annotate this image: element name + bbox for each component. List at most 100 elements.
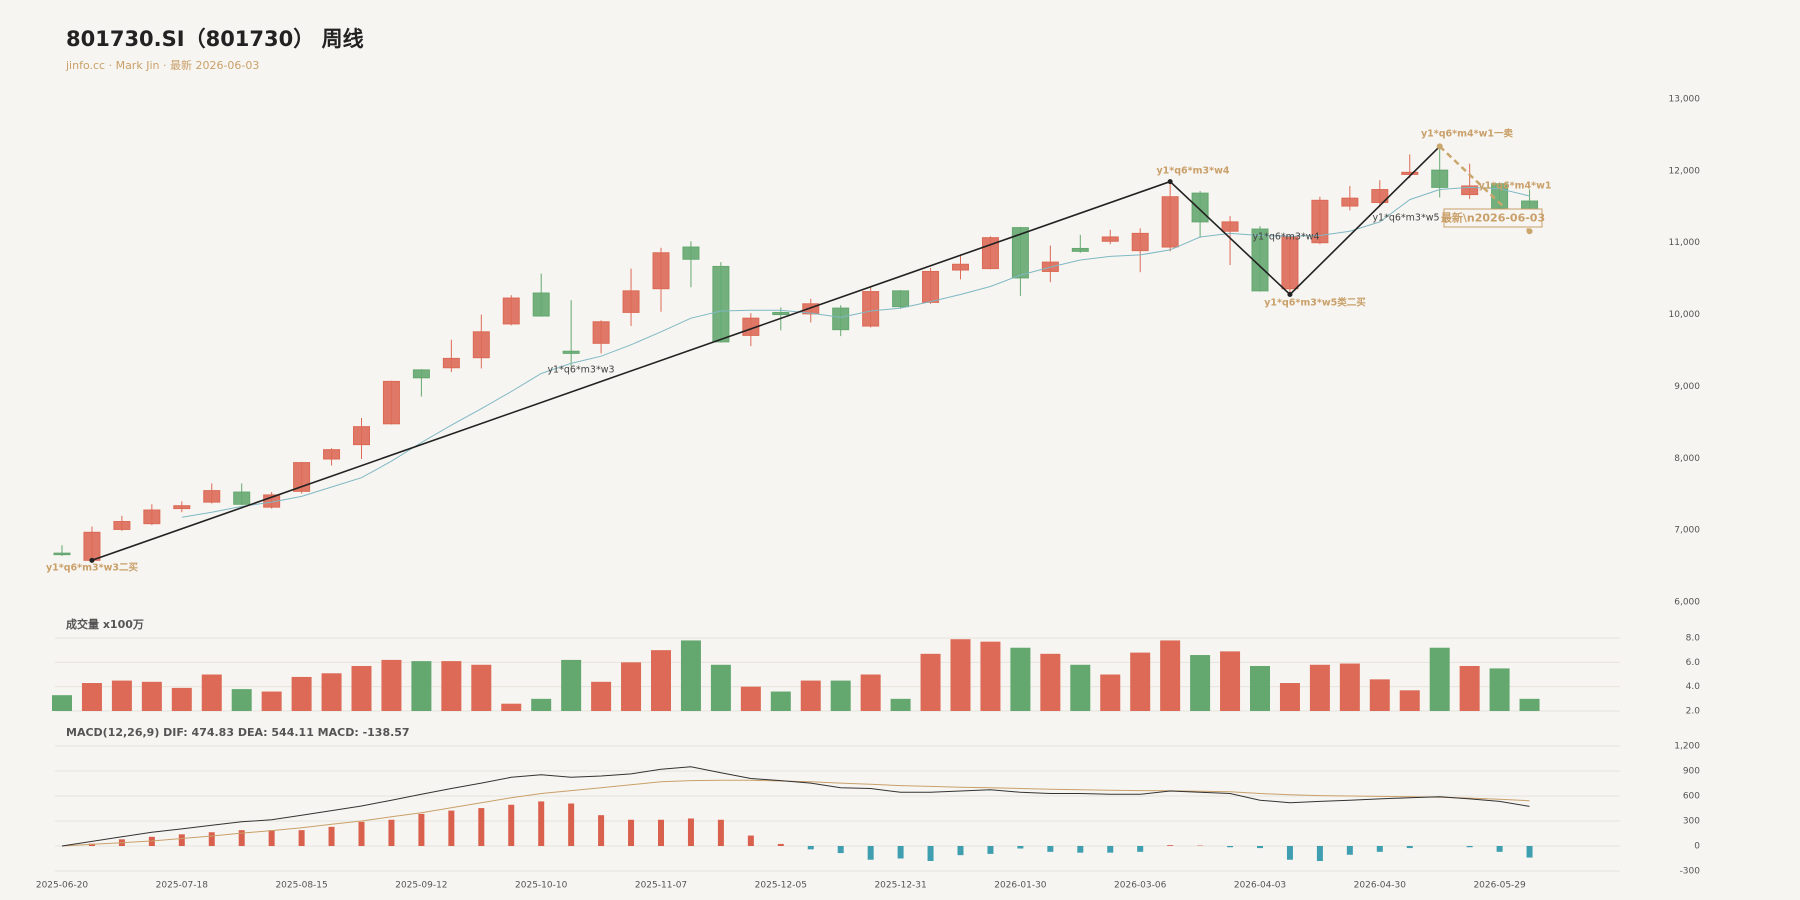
macd-bar bbox=[598, 815, 605, 846]
volume-bar bbox=[621, 662, 642, 711]
macd-bar bbox=[658, 819, 664, 846]
candle-body bbox=[862, 291, 880, 327]
macd-bar bbox=[1017, 846, 1024, 849]
volume-bar bbox=[1040, 653, 1061, 711]
volume-bar bbox=[651, 650, 671, 711]
y-tick-label: 10,000 bbox=[1669, 310, 1701, 320]
candle-body bbox=[832, 307, 850, 331]
macd-bar bbox=[88, 843, 95, 846]
y-tick-label: 300 bbox=[1683, 817, 1700, 827]
candle-body bbox=[143, 509, 161, 525]
candle-body bbox=[1191, 192, 1209, 223]
candle-body bbox=[382, 380, 400, 425]
annotation: y1*q6*m3*w5类二买 bbox=[1264, 297, 1366, 309]
candle-body bbox=[1461, 185, 1479, 196]
y-tick-label: 600 bbox=[1683, 792, 1700, 802]
macd-bar bbox=[388, 819, 395, 846]
volume-bar bbox=[710, 664, 731, 711]
macd-bar bbox=[358, 821, 365, 846]
volume-bar bbox=[1369, 679, 1390, 711]
volume-bar bbox=[351, 665, 372, 711]
candle-body bbox=[712, 265, 730, 343]
volume-bar bbox=[171, 687, 192, 711]
y-tick-label: 900 bbox=[1683, 767, 1700, 777]
macd-title: MACD(12,26,9) DIF: 474.83 DEA: 544.11 MA… bbox=[66, 726, 410, 739]
macd-bar bbox=[1257, 846, 1263, 849]
annotation: y1*q6*m3*w4 bbox=[1252, 232, 1319, 243]
x-tick-label: 2026-04-30 bbox=[1354, 881, 1407, 891]
candle-body bbox=[1251, 228, 1269, 292]
volume-bar bbox=[1130, 652, 1151, 711]
candle-body bbox=[353, 426, 370, 446]
macd-bar bbox=[568, 803, 575, 846]
dif-line bbox=[61, 766, 1530, 847]
candle-body bbox=[1221, 221, 1239, 232]
macd-bar bbox=[448, 810, 455, 846]
macd-bar bbox=[777, 843, 784, 846]
candle-body bbox=[652, 252, 670, 290]
macd-bar bbox=[1526, 846, 1533, 858]
volume-bar bbox=[860, 674, 881, 711]
macd-bar bbox=[867, 846, 874, 860]
y-tick-label: 13,000 bbox=[1669, 95, 1701, 105]
candle-body bbox=[1341, 197, 1359, 207]
y-tick-label: 6,000 bbox=[1674, 598, 1700, 608]
annotation: y1*q6*m3*w3 bbox=[547, 365, 614, 376]
macd-bar bbox=[538, 801, 545, 846]
volume-bar bbox=[1489, 668, 1510, 711]
volume-bar bbox=[1429, 647, 1450, 711]
candle-body bbox=[113, 521, 131, 530]
candle-body bbox=[472, 331, 490, 359]
macd-bar bbox=[298, 830, 305, 846]
macd-bar bbox=[837, 846, 844, 854]
volume-bar bbox=[411, 661, 432, 711]
macd-bar bbox=[897, 846, 904, 859]
macd-bar bbox=[1346, 846, 1353, 855]
candle-body bbox=[323, 449, 341, 460]
macd-bar bbox=[208, 832, 215, 846]
volume-bar bbox=[1190, 655, 1211, 711]
volume-bar bbox=[1220, 651, 1241, 711]
volume-bar bbox=[1100, 674, 1121, 711]
volume-bar bbox=[561, 659, 582, 711]
volume-bar bbox=[231, 689, 252, 711]
y-tick-label: 1,200 bbox=[1674, 742, 1700, 752]
y-tick-label: 7,000 bbox=[1674, 526, 1700, 536]
volume-bar bbox=[201, 674, 222, 711]
volume-bar bbox=[1160, 640, 1181, 711]
macd-bar bbox=[328, 826, 335, 846]
volume-bar bbox=[1459, 665, 1480, 711]
macd-bar bbox=[717, 819, 724, 846]
x-tick-label: 2025-07-18 bbox=[156, 881, 209, 891]
volume-bar bbox=[1070, 664, 1091, 711]
candle-body bbox=[1281, 236, 1299, 290]
macd-bar bbox=[268, 830, 275, 846]
candle-body bbox=[83, 531, 101, 561]
macd-bar bbox=[1227, 846, 1234, 848]
latest-label: 最新\n2026-06-03 bbox=[1441, 211, 1545, 225]
volume-bar bbox=[800, 680, 821, 711]
volume-bar bbox=[830, 680, 851, 711]
y-tick-label: 8,000 bbox=[1674, 454, 1700, 464]
volume-bar bbox=[950, 639, 971, 711]
volume-bar bbox=[1309, 664, 1330, 711]
ma-line bbox=[181, 186, 1530, 518]
candle-body bbox=[562, 350, 580, 354]
volume-bar bbox=[261, 691, 282, 711]
annotation: y1*q6*m3*w5 bbox=[1372, 213, 1439, 224]
candle-body bbox=[892, 290, 910, 308]
macd-bar bbox=[1466, 846, 1473, 848]
candle-body bbox=[622, 290, 640, 313]
candle-body bbox=[293, 462, 311, 492]
volume-bar bbox=[1279, 683, 1300, 711]
background bbox=[8, 8, 1792, 892]
zigzag-line bbox=[91, 145, 1441, 562]
x-tick-label: 2026-01-30 bbox=[994, 881, 1047, 891]
candle-body bbox=[592, 321, 610, 344]
y-tick-label: 9,000 bbox=[1674, 382, 1700, 392]
volume-title: 成交量 x100万 bbox=[66, 617, 144, 631]
chart-subtitle: jinfo.cc · Mark Jin · 最新 2026-06-03 bbox=[65, 58, 259, 72]
volume-bar bbox=[591, 681, 612, 711]
